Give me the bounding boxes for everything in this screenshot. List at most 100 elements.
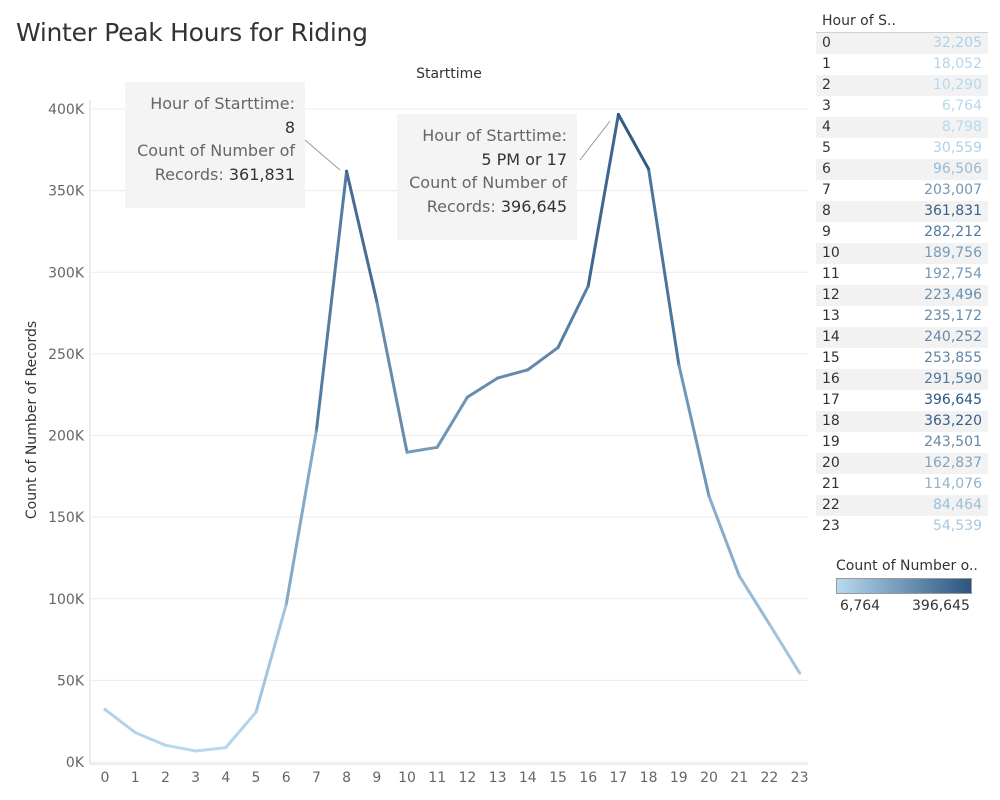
hour-table-header[interactable]: Hour of S.. — [816, 10, 988, 33]
table-row[interactable]: 18 363,220 — [816, 411, 988, 432]
table-row[interactable]: 21 114,076 — [816, 474, 988, 495]
hour-table-body: 0 32,205 1 18,052 2 10,290 3 6,764 4 8,798 5 30,559… — [816, 33, 988, 537]
table-row[interactable]: 8 361,831 — [816, 201, 988, 222]
x-tick-label: 14 — [519, 770, 537, 786]
table-count-cell: 18,052 — [933, 56, 982, 72]
data-point — [496, 376, 500, 380]
table-count-cell: 243,501 — [924, 434, 982, 450]
table-count-cell: 291,590 — [924, 371, 982, 387]
line-segment — [526, 346, 560, 372]
table-hour-cell: 22 — [822, 497, 840, 513]
x-tick-label: 19 — [670, 770, 688, 786]
table-count-cell: 223,496 — [924, 287, 982, 303]
y-tick-label: 300K — [48, 265, 85, 281]
x-tick-label: 17 — [609, 770, 627, 786]
table-hour-cell: 23 — [822, 518, 840, 534]
data-point — [526, 368, 530, 372]
line-segment — [284, 429, 318, 606]
table-count-cell: 10,290 — [933, 77, 982, 93]
line-segment — [767, 622, 802, 675]
line-segment — [707, 494, 741, 578]
table-count-cell: 282,212 — [924, 224, 982, 240]
x-tick-label: 22 — [760, 770, 778, 786]
line-segment — [496, 368, 530, 380]
x-tick-label: 6 — [282, 770, 291, 786]
table-row[interactable]: 5 30,559 — [816, 138, 988, 159]
table-row[interactable]: 4 8,798 — [816, 117, 988, 138]
table-row[interactable]: 0 32,205 — [816, 33, 988, 54]
table-row[interactable]: 20 162,837 — [816, 453, 988, 474]
table-hour-cell: 10 — [822, 245, 840, 261]
chart-title: Winter Peak Hours for Riding — [16, 18, 368, 47]
table-hour-cell: 17 — [822, 392, 840, 408]
x-tick-label: 11 — [428, 770, 446, 786]
table-hour-cell: 11 — [822, 266, 840, 282]
table-row[interactable]: 15 253,855 — [816, 348, 988, 369]
legend-title[interactable]: Count of Number o.. — [836, 558, 978, 574]
x-tick-label: 1 — [131, 770, 140, 786]
x-axis-title: Starttime — [416, 66, 482, 82]
table-row[interactable]: 6 96,506 — [816, 159, 988, 180]
y-tick-label: 50K — [57, 673, 85, 689]
line-segment — [224, 710, 258, 750]
tooltip-count-label-2: Records: — [154, 164, 224, 184]
table-hour-cell: 3 — [822, 98, 831, 114]
table-row[interactable]: 19 243,501 — [816, 432, 988, 453]
table-hour-cell: 9 — [822, 224, 831, 240]
y-tick-label: 200K — [48, 429, 85, 445]
x-tick-label: 4 — [221, 770, 230, 786]
table-count-cell: 96,506 — [933, 161, 982, 177]
data-point — [465, 395, 469, 399]
x-tick-label: 5 — [252, 770, 261, 786]
table-hour-cell: 2 — [822, 77, 831, 93]
legend-gradient — [836, 578, 972, 594]
line-segment — [435, 395, 469, 449]
table-row[interactable]: 14 240,252 — [816, 327, 988, 348]
table-row[interactable]: 11 192,754 — [816, 264, 988, 285]
tooltip-connector — [579, 120, 611, 161]
data-point — [345, 169, 349, 173]
table-row[interactable]: 12 223,496 — [816, 285, 988, 306]
table-hour-cell: 6 — [822, 161, 831, 177]
tooltip-count-value: 361,831 — [228, 164, 295, 184]
data-point — [133, 731, 137, 735]
data-point — [163, 743, 167, 747]
table-count-cell: 192,754 — [924, 266, 982, 282]
table-row[interactable]: 22 84,464 — [816, 495, 988, 516]
table-count-cell: 189,756 — [924, 245, 982, 261]
data-point — [375, 299, 379, 303]
x-tick-label: 20 — [700, 770, 718, 786]
line-segment — [254, 602, 288, 714]
table-row[interactable]: 10 189,756 — [816, 243, 988, 264]
table-row[interactable]: 1 18,052 — [816, 54, 988, 75]
table-row[interactable]: 16 291,590 — [816, 369, 988, 390]
table-row[interactable]: 3 6,764 — [816, 96, 988, 117]
data-point — [103, 707, 107, 711]
y-tick-label: 0K — [66, 755, 85, 771]
tooltip-count-value: 396,645 — [500, 196, 567, 216]
table-row[interactable]: 17 396,645 — [816, 390, 988, 411]
data-point — [254, 710, 258, 714]
tooltip-count-label: Count of Number of — [409, 173, 567, 192]
table-count-cell: 32,205 — [933, 35, 982, 51]
table-count-cell: 8,798 — [941, 119, 982, 135]
line-segment — [677, 362, 711, 498]
line-segment — [647, 167, 681, 366]
line-segment — [345, 169, 379, 303]
data-point — [405, 450, 409, 454]
data-point — [224, 746, 228, 750]
line-segment — [375, 299, 409, 454]
tooltip-hour-value: 8 — [284, 117, 295, 137]
table-row[interactable]: 9 282,212 — [816, 222, 988, 243]
table-row[interactable]: 2 10,290 — [816, 75, 988, 96]
x-tick-label: 18 — [640, 770, 658, 786]
data-point — [586, 284, 590, 288]
table-row[interactable]: 7 203,007 — [816, 180, 988, 201]
tooltip-hour-8: Hour of Starttime: 8 Count of Number of … — [125, 82, 305, 208]
x-tick-label: 23 — [791, 770, 809, 786]
y-tick-label: 400K — [48, 102, 85, 118]
hour-table: Hour of S.. 0 32,205 1 18,052 2 10,290 3 6,764 4… — [816, 10, 988, 537]
table-row[interactable]: 23 54,539 — [816, 516, 988, 537]
table-row[interactable]: 13 235,172 — [816, 306, 988, 327]
y-tick-label: 150K — [48, 510, 85, 526]
